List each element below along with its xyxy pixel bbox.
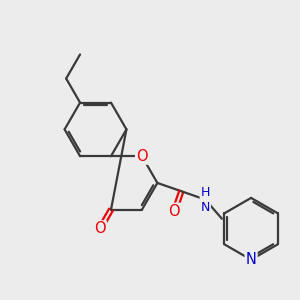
Text: N: N (246, 252, 256, 267)
Text: H
N: H N (201, 185, 210, 214)
Text: O: O (136, 149, 148, 164)
Text: O: O (94, 221, 106, 236)
Text: O: O (169, 204, 180, 219)
